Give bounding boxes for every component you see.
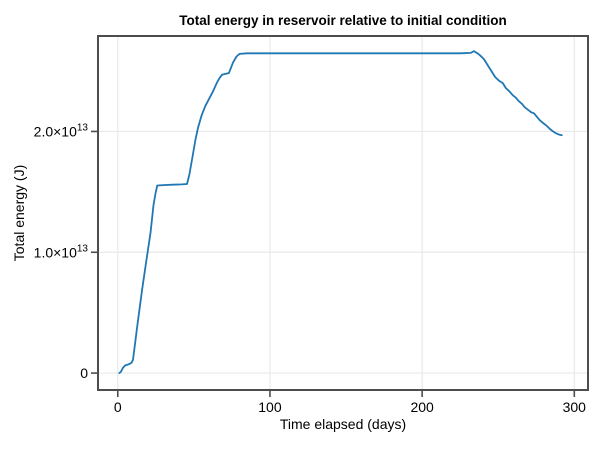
- axes-frame: [97, 35, 589, 391]
- x-tick-label: 200: [410, 399, 434, 415]
- x-axis-label: Time elapsed (days): [280, 416, 406, 432]
- y-axis-label: Total energy (J): [11, 165, 27, 261]
- x-tick-label: 100: [258, 399, 282, 415]
- y-tick-label-exponent: 13: [77, 122, 89, 133]
- y-tick-label-exponent: 13: [77, 243, 89, 254]
- x-tick-label: 0: [114, 399, 122, 415]
- x-tick-label: 300: [563, 399, 587, 415]
- y-tick-label: 1.0×1013: [34, 243, 89, 260]
- y-tick-label: 2.0×1013: [34, 122, 89, 139]
- chart-title: Total energy in reservoir relative to in…: [179, 13, 507, 28]
- y-tick-label: 0: [80, 365, 88, 381]
- gridlines: [98, 36, 588, 390]
- data-series: [118, 50, 563, 374]
- tick-labels: 0 100 200 300 0 1.0×1013 2.0×1013: [34, 122, 587, 415]
- axis-ticks: [91, 130, 576, 397]
- plot-frame: [97, 35, 589, 391]
- energy-series-line: [118, 50, 563, 374]
